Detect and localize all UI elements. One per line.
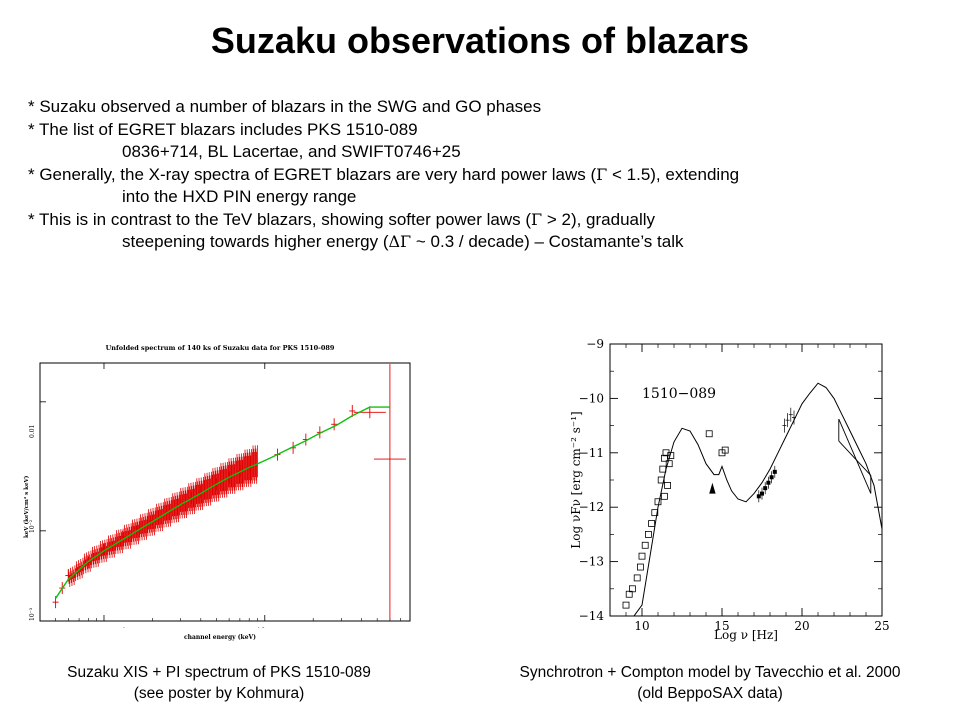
y-tick-label: 0.01 <box>29 425 36 438</box>
bullet-text: < 1.5), extending <box>607 164 740 184</box>
radio-optical-point <box>664 482 671 489</box>
optical-triangle-marker <box>709 482 716 494</box>
data-points <box>622 407 872 609</box>
radio-optical-point <box>721 446 729 454</box>
y-tick-label: −13 <box>579 555 604 569</box>
y-tick-label: 10⁻² <box>29 519 36 533</box>
bullet-list: * Suzaku observed a number of blazars in… <box>28 96 948 254</box>
radio-optical-point <box>651 509 659 517</box>
x-axis-label: Log ν [Hz] <box>714 628 778 642</box>
radio-optical-point <box>705 430 713 438</box>
caption-line: (see poster by Kohmura) <box>133 685 305 702</box>
bullet-text: ~ 0.3 / decade) – Costamante’s talk <box>411 232 684 251</box>
plot-frame <box>609 343 883 617</box>
radio-optical-point <box>667 452 675 459</box>
bullet-line-indented: steepening towards higher energy (ΔΓ ~ 0… <box>28 231 948 254</box>
bullet-text: steepening towards higher energy ( <box>122 232 389 251</box>
radio-optical-point <box>654 498 662 506</box>
y-tick-label: −14 <box>579 609 605 623</box>
bullet-text: * Generally, the X-ray spectra of EGRET … <box>28 164 597 184</box>
x-tick-label: 25 <box>874 619 889 633</box>
bullet-text: * This is in contrast to the TeV blazars… <box>28 209 531 229</box>
gamma-symbol: Γ <box>531 209 543 229</box>
plot-frame <box>39 362 411 622</box>
tick-marks <box>610 343 883 617</box>
slide-title: Suzaku observations of blazars <box>210 20 750 61</box>
radio-optical-point <box>637 563 644 571</box>
tick-labels: 10 15 20 25 −9 −10 −11 −12 −13 −14 <box>579 337 890 633</box>
radio-optical-point <box>622 601 630 609</box>
bullet-line: * The list of EGRET blazars includes PKS… <box>28 119 418 139</box>
y-tick-label: 10⁻³ <box>29 607 36 621</box>
bullet-line: * Generally, the X-ray spectra of EGRET … <box>28 164 948 187</box>
egret-bowtie-edge <box>838 440 872 476</box>
radio-optical-point <box>645 530 652 538</box>
bullet-line-indented: into the HXD PIN energy range <box>122 187 357 206</box>
x-tick-label: 20 <box>794 619 809 633</box>
caption-line: Synchrotron + Compton model by Tavecchio… <box>519 664 901 681</box>
delta-gamma-symbol: ΔΓ <box>388 232 412 251</box>
x-tick-label: 1 <box>122 627 126 628</box>
radio-optical-point <box>638 552 646 560</box>
gamma-symbol: Γ <box>596 164 608 184</box>
radio-optical-point <box>661 492 668 500</box>
bullet-line: * This is in contrast to the TeV blazars… <box>28 209 948 232</box>
radio-optical-point <box>629 585 636 593</box>
radio-optical-point <box>665 460 673 468</box>
series-label: 1510−089 <box>642 386 716 402</box>
bullet-line: * Suzaku observed a number of blazars in… <box>28 97 542 116</box>
y-tick-label: −12 <box>579 500 604 514</box>
bullet-text: > 2), gradually <box>542 209 656 229</box>
right-caption: Synchrotron + Compton model by Tavecchio… <box>470 662 950 704</box>
y-axis-label: keV (keV/cm² s keV) <box>23 475 30 538</box>
radio-optical-point <box>648 520 655 527</box>
caption-line: Suzaku XIS + PI spectrum of PKS 1510-089 <box>67 664 371 681</box>
caption-line: (old BeppoSAX data) <box>637 685 783 702</box>
suzaku-spectrum-chart: Unfolded spectrum of 140 ks of Suzaku da… <box>23 344 411 628</box>
y-tick-label: −11 <box>579 446 604 460</box>
model-curve <box>633 382 883 617</box>
x-tick-label: 10 <box>257 627 266 628</box>
sed-model-chart: 10 15 20 25 −9 −10 −11 −12 −13 −14 1510−089 Log ν… <box>569 337 890 642</box>
y-tick-label: −9 <box>586 337 604 351</box>
model-curve <box>55 406 390 599</box>
x-axis-label: channel energy (keV) <box>183 634 257 641</box>
left-caption: Suzaku XIS + PI spectrum of PKS 1510-089… <box>14 662 424 704</box>
x-tick-label: 10 <box>634 619 649 633</box>
radio-optical-point <box>633 574 641 582</box>
x-tick-label: 15 <box>714 619 729 633</box>
y-axis-label: Log νFν [erg cm⁻² s⁻¹] <box>569 411 583 548</box>
egret-bowtie-edge <box>838 418 872 494</box>
bullet-line-indented: 0836+714, BL Lacertae, and SWIFT0746+25 <box>122 142 461 161</box>
chart-title: Unfolded spectrum of 140 ks of Suzaku da… <box>106 344 335 352</box>
radio-optical-point <box>657 476 665 484</box>
y-tick-label: −10 <box>579 391 604 405</box>
data-points <box>52 364 406 620</box>
radio-optical-point <box>641 541 649 549</box>
radio-optical-point <box>659 465 667 473</box>
